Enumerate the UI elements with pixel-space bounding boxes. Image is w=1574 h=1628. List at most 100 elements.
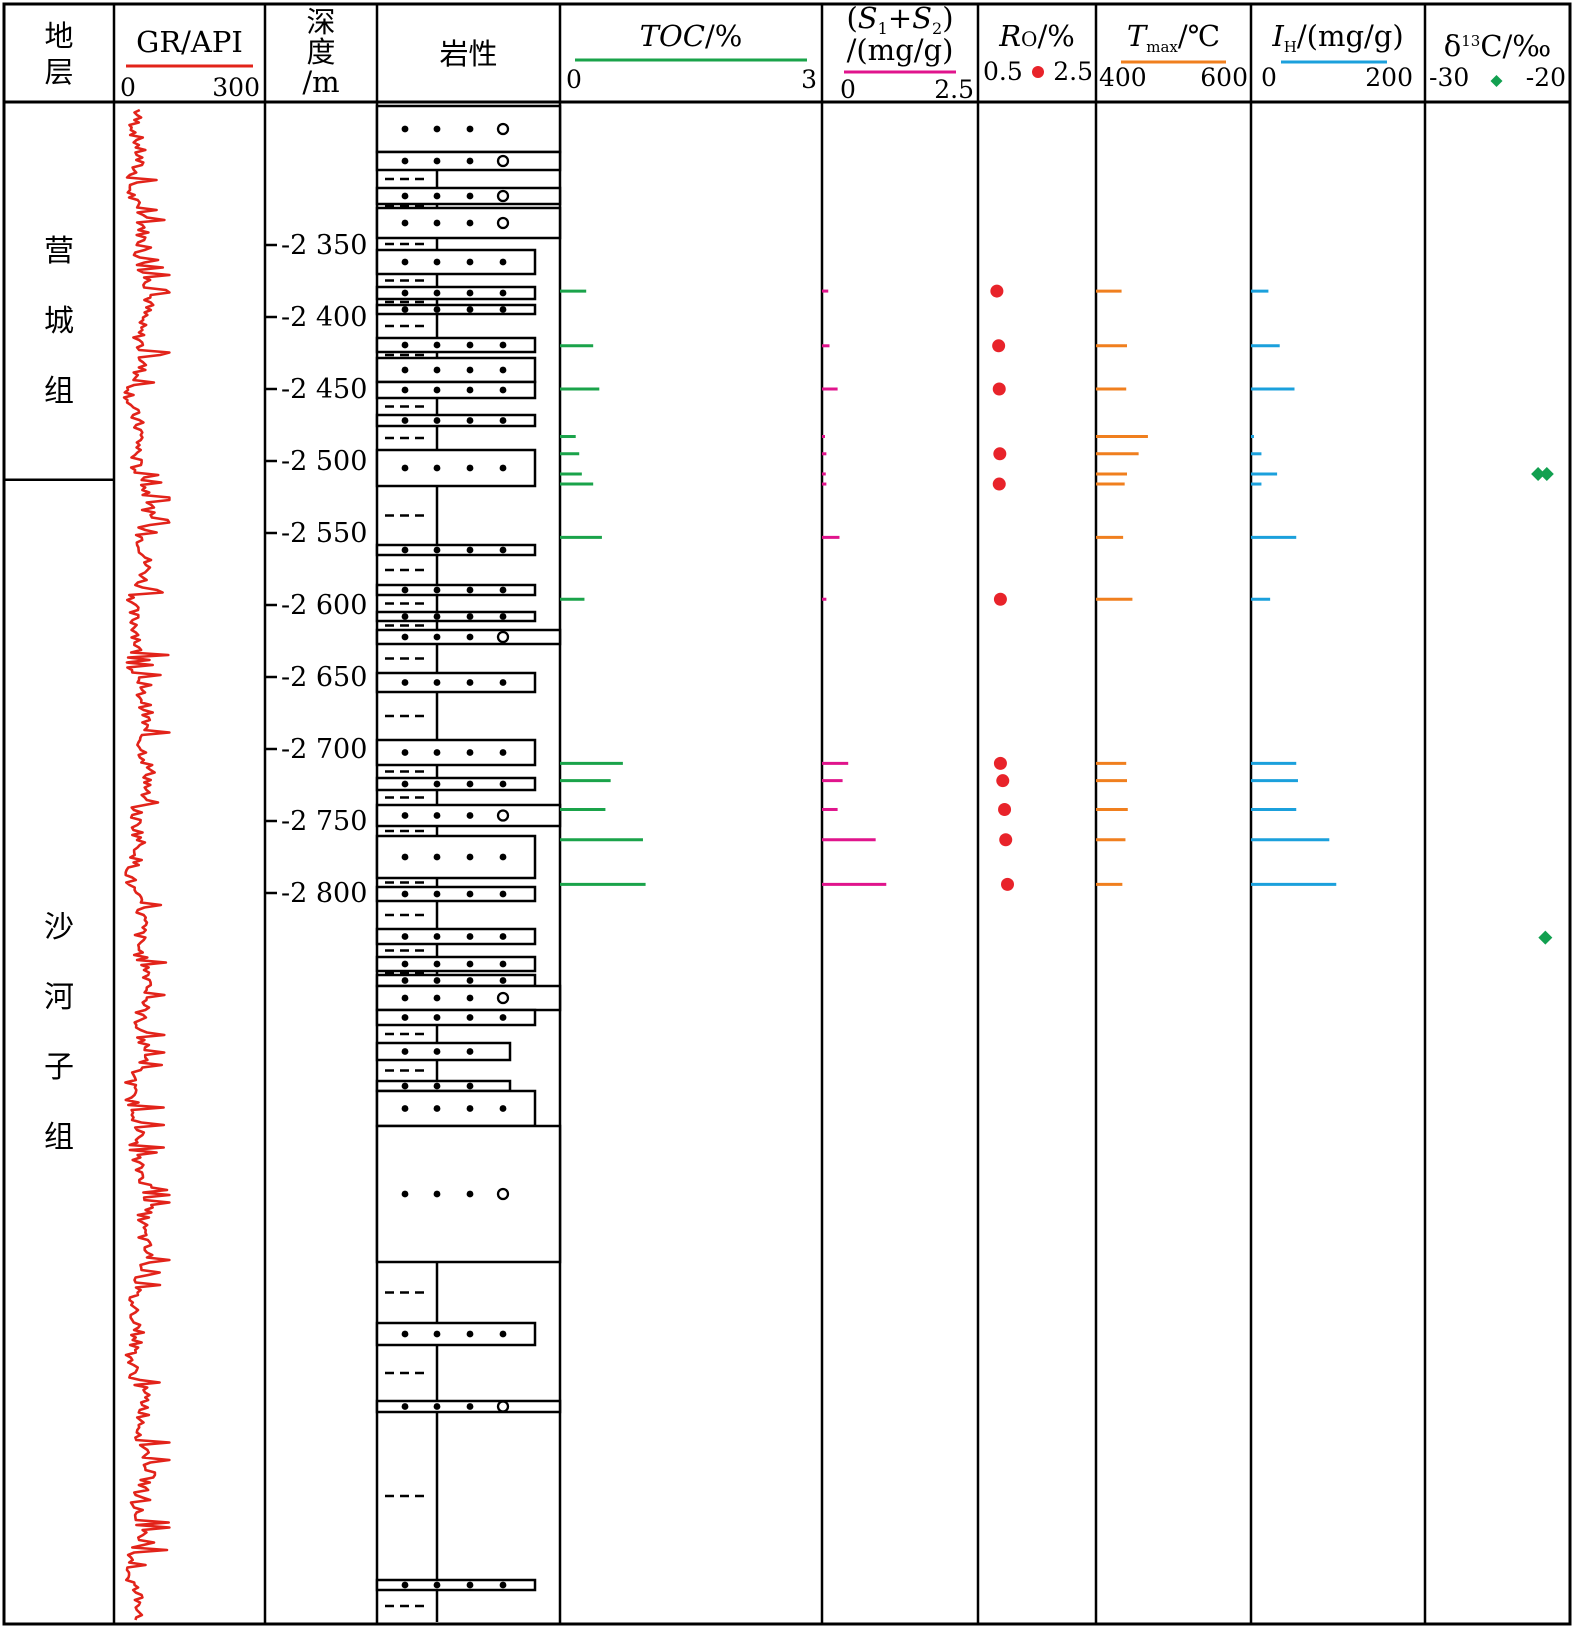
sand-dot bbox=[433, 960, 441, 968]
ro-point bbox=[992, 339, 1006, 353]
sand-dot bbox=[466, 1403, 474, 1410]
formation-label: 组 bbox=[44, 1120, 74, 1155]
sand-dot bbox=[466, 960, 474, 968]
sand-dot bbox=[433, 125, 441, 133]
sand-dot bbox=[466, 812, 474, 819]
sand-dot bbox=[466, 994, 474, 1002]
sand-dot bbox=[433, 890, 441, 898]
d13c-legend-marker bbox=[1490, 75, 1503, 87]
sand-dot bbox=[401, 1082, 409, 1090]
sandstone-bed bbox=[375, 973, 537, 988]
sandstone-bed bbox=[375, 1008, 537, 1027]
sand-dot bbox=[401, 1403, 409, 1410]
formation-header: 层 bbox=[44, 55, 73, 89]
sand-dot bbox=[401, 780, 409, 788]
pebble-symbol bbox=[496, 630, 510, 644]
ro-track bbox=[990, 284, 1014, 891]
depth-tick-label: -2 700 bbox=[281, 734, 367, 765]
sand-dot bbox=[401, 464, 409, 472]
ro-point bbox=[993, 756, 1007, 770]
sand-dot bbox=[433, 1403, 441, 1410]
sand-dot bbox=[401, 219, 409, 227]
s1s2-header: (S1+S2) bbox=[846, 1, 953, 38]
depth-header: /m bbox=[302, 65, 339, 99]
ro-point bbox=[990, 284, 1004, 298]
sandstone-bed bbox=[375, 885, 537, 903]
sand-dot bbox=[433, 1105, 441, 1112]
sand-dot bbox=[499, 890, 507, 898]
toc-min-label: 0 bbox=[566, 65, 582, 94]
formation-label: 组 bbox=[44, 374, 74, 409]
sand-dot bbox=[466, 219, 474, 227]
sand-dot bbox=[401, 679, 409, 686]
depth-tick-label: -2 750 bbox=[281, 806, 367, 837]
sand-dot bbox=[499, 1014, 507, 1021]
sand-dot bbox=[401, 1105, 409, 1112]
sand-dot bbox=[499, 853, 507, 861]
sand-dot bbox=[401, 289, 409, 297]
sand-dot bbox=[401, 1330, 409, 1338]
ro-min-label: 0.5 bbox=[983, 57, 1023, 86]
sand-dot bbox=[433, 749, 441, 756]
sand-dot bbox=[466, 1082, 474, 1090]
d13c-header: δ13C/‰ bbox=[1444, 29, 1551, 63]
pebble-symbol bbox=[496, 1400, 510, 1413]
sand-dot bbox=[401, 1048, 409, 1055]
lithology-column bbox=[375, 104, 562, 1622]
sand-dot bbox=[401, 613, 409, 620]
sand-dot bbox=[433, 633, 441, 641]
depth-tick-label: -2 800 bbox=[281, 878, 367, 909]
sand-dot bbox=[401, 258, 409, 266]
sand-dot bbox=[401, 125, 409, 133]
sand-dot bbox=[433, 386, 441, 394]
depth-tick-label: -2 350 bbox=[281, 230, 367, 261]
sand-dot bbox=[401, 306, 409, 313]
d13c-track bbox=[1531, 466, 1554, 945]
sand-dot bbox=[466, 192, 474, 200]
ro-point bbox=[992, 477, 1006, 491]
sand-dot bbox=[499, 960, 507, 968]
sandstone-bed bbox=[375, 955, 537, 973]
sand-dot bbox=[499, 341, 507, 349]
pebble-symbol bbox=[496, 122, 510, 136]
sandstone-bed bbox=[375, 356, 537, 384]
sand-dot bbox=[466, 977, 474, 984]
sand-dot bbox=[433, 546, 441, 554]
sand-dot bbox=[433, 1330, 441, 1338]
ih-min-label: 0 bbox=[1261, 63, 1277, 92]
sandstone-bed bbox=[375, 303, 537, 316]
s1s2-unit: /(mg/g) bbox=[847, 33, 954, 67]
sand-dot bbox=[466, 341, 474, 349]
sand-dot bbox=[433, 853, 441, 861]
sand-dot bbox=[401, 633, 409, 641]
depth-tick-label: -2 550 bbox=[281, 518, 367, 549]
sand-dot bbox=[466, 1190, 474, 1198]
sand-dot bbox=[499, 586, 507, 594]
sand-dot bbox=[466, 1105, 474, 1112]
depth-header: 深 bbox=[306, 5, 335, 39]
depth-header: 度 bbox=[306, 35, 335, 69]
sand-dot bbox=[499, 1330, 507, 1338]
sand-dot bbox=[401, 853, 409, 861]
ro-point bbox=[1001, 877, 1014, 891]
sand-dot bbox=[466, 546, 474, 554]
ro-point bbox=[992, 382, 1006, 396]
gr-max-label: 300 bbox=[212, 73, 260, 102]
sand-dot bbox=[499, 679, 507, 686]
sand-dot bbox=[499, 258, 507, 266]
sandstone-bed bbox=[375, 336, 537, 354]
ih-header: IH/(mg/g) bbox=[1271, 19, 1403, 56]
sand-dot bbox=[466, 157, 474, 165]
sand-dot bbox=[401, 977, 409, 984]
formation-label: 营 bbox=[44, 234, 74, 269]
pebble-symbol bbox=[496, 1187, 510, 1201]
formation-label: 沙 bbox=[44, 910, 74, 945]
ro-point bbox=[996, 774, 1010, 788]
sand-dot bbox=[499, 613, 507, 620]
sand-dot bbox=[401, 960, 409, 968]
sand-dot bbox=[499, 749, 507, 756]
sand-dot bbox=[401, 386, 409, 394]
